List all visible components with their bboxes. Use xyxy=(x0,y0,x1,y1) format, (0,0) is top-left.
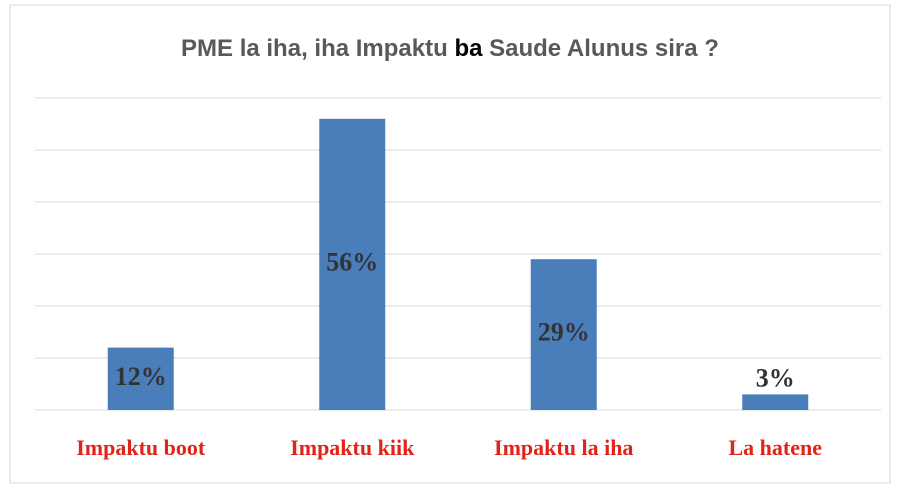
bar xyxy=(319,118,386,411)
x-tick-label: Impaktu boot xyxy=(76,435,206,460)
title-part: ba xyxy=(454,35,483,62)
bar xyxy=(107,347,174,410)
data-label: 3% xyxy=(756,363,795,392)
x-tick-label: Impaktu la iha xyxy=(494,435,633,460)
data-label: 56% xyxy=(326,247,378,276)
data-label: 12% xyxy=(115,362,167,391)
chart-border xyxy=(9,4,891,484)
bar xyxy=(742,394,809,410)
title-part: PME la iha, iha Impaktu xyxy=(181,35,454,62)
data-label: 29% xyxy=(538,318,590,347)
title-part: Saude Alunus sira ? xyxy=(482,35,719,62)
bar xyxy=(530,259,597,410)
chart-title: PME la iha, iha Impaktu ba Saude Alunus … xyxy=(181,35,719,62)
x-tick-label: Impaktu kiik xyxy=(290,435,415,460)
x-tick-label: La hatene xyxy=(729,435,823,460)
